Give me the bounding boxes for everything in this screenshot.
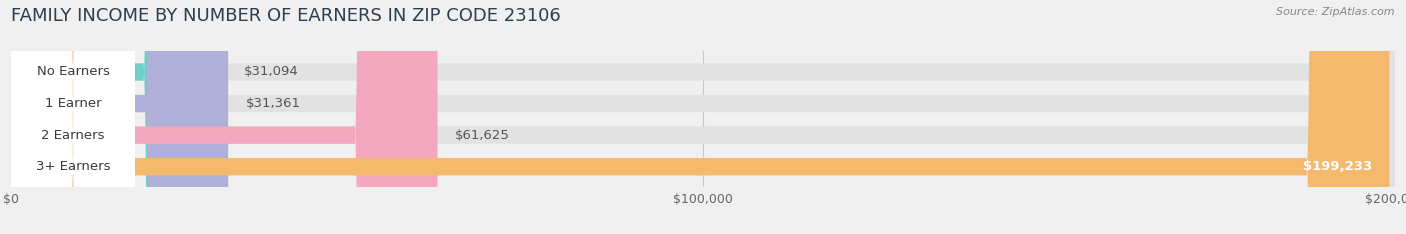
- FancyBboxPatch shape: [11, 0, 1395, 234]
- FancyBboxPatch shape: [11, 0, 135, 234]
- Text: $61,625: $61,625: [454, 129, 510, 142]
- Text: $199,233: $199,233: [1303, 160, 1372, 173]
- Text: $31,094: $31,094: [243, 66, 298, 78]
- FancyBboxPatch shape: [11, 0, 135, 234]
- Text: 2 Earners: 2 Earners: [41, 129, 104, 142]
- FancyBboxPatch shape: [11, 0, 135, 234]
- Text: 1 Earner: 1 Earner: [45, 97, 101, 110]
- Text: FAMILY INCOME BY NUMBER OF EARNERS IN ZIP CODE 23106: FAMILY INCOME BY NUMBER OF EARNERS IN ZI…: [11, 7, 561, 25]
- Text: No Earners: No Earners: [37, 66, 110, 78]
- Text: Source: ZipAtlas.com: Source: ZipAtlas.com: [1277, 7, 1395, 17]
- FancyBboxPatch shape: [11, 0, 1395, 234]
- FancyBboxPatch shape: [11, 0, 135, 234]
- FancyBboxPatch shape: [11, 0, 1395, 234]
- FancyBboxPatch shape: [11, 0, 1395, 234]
- Text: 3+ Earners: 3+ Earners: [35, 160, 110, 173]
- FancyBboxPatch shape: [11, 0, 228, 234]
- FancyBboxPatch shape: [11, 0, 1389, 234]
- FancyBboxPatch shape: [11, 0, 226, 234]
- FancyBboxPatch shape: [11, 0, 437, 234]
- Text: $31,361: $31,361: [246, 97, 301, 110]
